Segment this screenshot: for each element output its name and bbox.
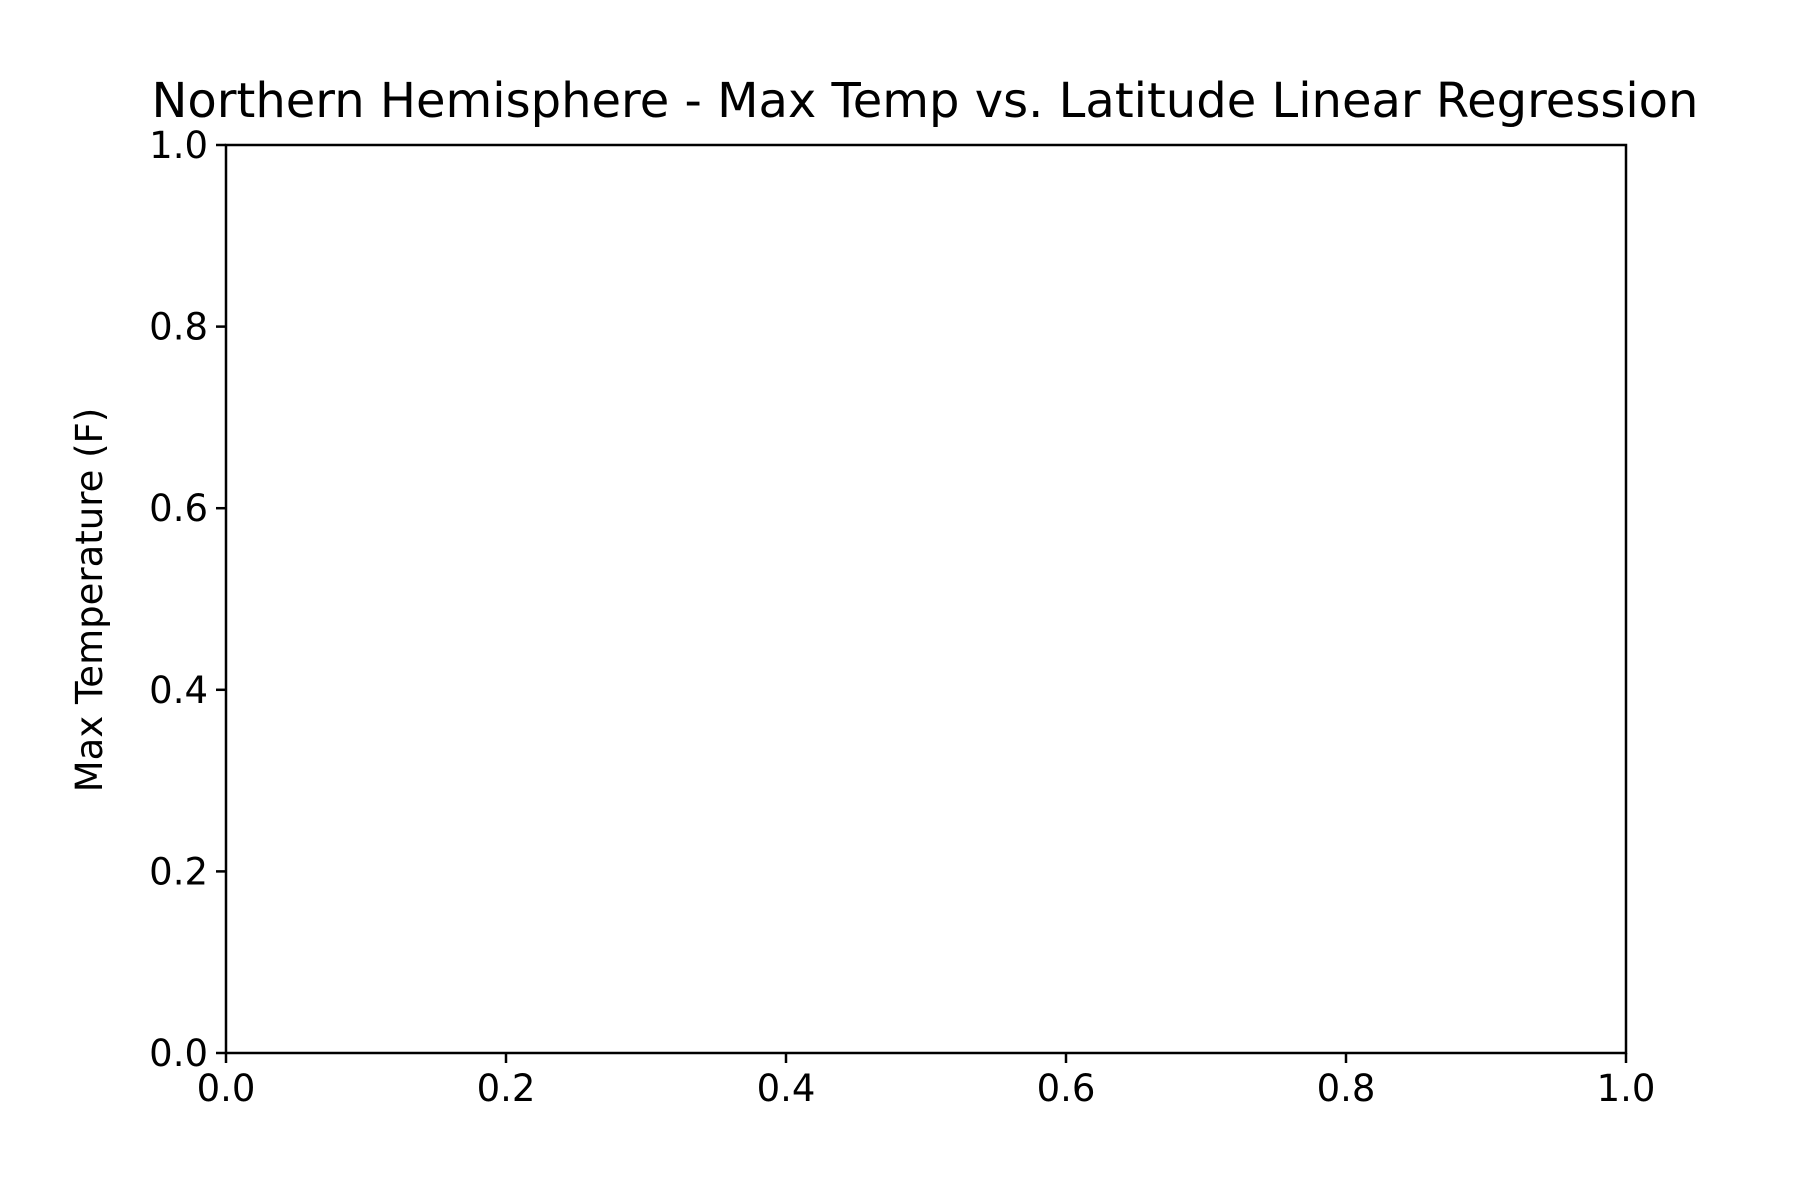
y-axis-label: Max Temperature (F): [68, 408, 111, 793]
x-tick-label: 0.8: [1317, 1067, 1376, 1110]
x-tick-label: 0.4: [757, 1067, 816, 1110]
y-axis-ticks: 0.0 0.2 0.4 0.6 0.8 1.0: [149, 124, 226, 1075]
x-tick-label: 0.0: [197, 1067, 256, 1110]
y-tick-label: 0.2: [149, 850, 208, 893]
y-tick-label: 0.0: [149, 1032, 208, 1075]
x-tick-label: 1.0: [1597, 1067, 1656, 1110]
x-tick-label: 0.2: [477, 1067, 536, 1110]
x-axis-ticks: 0.0 0.2 0.4 0.6 0.8 1.0: [197, 1053, 1656, 1110]
y-tick-label: 0.6: [149, 487, 208, 530]
chart-title: Northern Hemisphere - Max Temp vs. Latit…: [152, 73, 1699, 129]
plot-area-frame: [224, 143, 1628, 1055]
y-tick-label: 0.8: [149, 306, 208, 349]
x-tick-label: 0.6: [1037, 1067, 1096, 1110]
y-tick-label: 1.0: [149, 124, 208, 167]
y-tick-label: 0.4: [149, 669, 208, 712]
